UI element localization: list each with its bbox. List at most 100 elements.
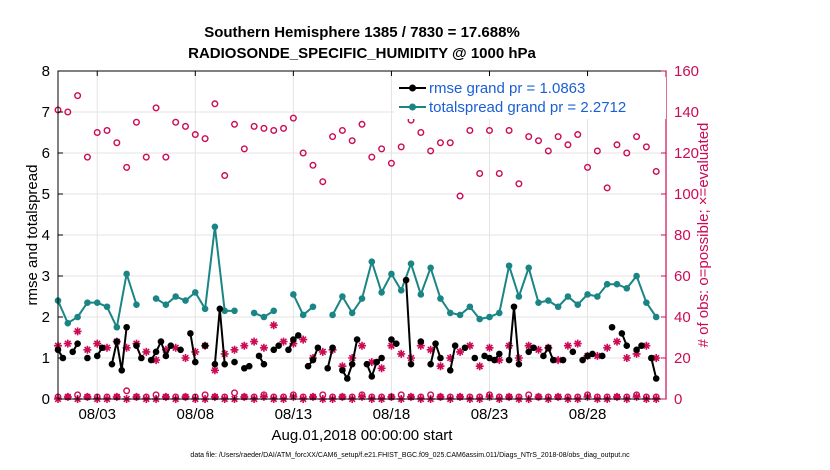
- possible-obs-point: [466, 126, 474, 134]
- rmse-point: [167, 342, 175, 350]
- possible-obs-point: [387, 159, 395, 167]
- evaluated-obs-point: [240, 341, 249, 350]
- rmse-point: [275, 342, 282, 350]
- possible-obs-point: [505, 126, 513, 134]
- totalspread-point: [231, 307, 238, 315]
- rmse-point: [598, 352, 606, 360]
- possible-obs-point: [211, 100, 219, 108]
- rmse-point: [304, 362, 312, 370]
- totalspread-point: [515, 293, 523, 300]
- rmse-point: [540, 352, 547, 360]
- possible-obs-point: [554, 133, 562, 141]
- possible-obs-point: [515, 180, 523, 188]
- totalspread-point: [633, 272, 640, 280]
- possible-obs-point: [593, 147, 601, 155]
- totalspread-point: [64, 319, 72, 327]
- rmse-point: [647, 354, 655, 362]
- rmse-point: [314, 344, 322, 352]
- possible-obs-point: [564, 141, 572, 149]
- possible-obs-point: [93, 128, 101, 136]
- rmse-point: [471, 354, 479, 362]
- evaluated-obs-point: [181, 354, 190, 362]
- evaluated-baseline-point: [436, 392, 445, 401]
- x-tick-label: 08/03: [78, 406, 116, 423]
- evaluated-obs-point: [622, 354, 631, 362]
- rmse-point: [329, 344, 336, 352]
- evaluated-obs-point: [83, 345, 92, 354]
- totalspread-point: [407, 260, 415, 268]
- rmse-line: [341, 339, 359, 381]
- rmse-point: [491, 356, 498, 364]
- possible-obs-point: [123, 163, 131, 171]
- y-axis-label: rmse and totalspread: [24, 165, 41, 306]
- totalspread-point: [260, 313, 268, 321]
- evaluated-obs-point: [613, 337, 621, 346]
- rmse-point: [353, 336, 361, 343]
- rmse-line: [650, 357, 658, 379]
- evaluated-obs-point: [505, 341, 514, 350]
- rmse-point: [290, 336, 297, 343]
- possible-obs-point: [613, 141, 621, 149]
- totalspread-point: [250, 309, 258, 317]
- totalspread-point: [329, 311, 336, 319]
- rmse-point: [260, 360, 268, 368]
- evaluated-baseline-point: [554, 392, 563, 401]
- possible-obs-point: [544, 147, 552, 155]
- totalspread-point: [613, 280, 621, 288]
- totalspread-point: [299, 311, 307, 319]
- possible-obs-point: [221, 172, 229, 180]
- possible-obs-point: [368, 153, 376, 161]
- possible-obs-point: [358, 120, 366, 128]
- possible-obs-point: [231, 120, 239, 128]
- possible-obs-point: [103, 126, 111, 134]
- rmse-point: [569, 348, 577, 356]
- y-tick-label-right: 120: [674, 145, 699, 162]
- chart-subtitle: RADIOSONDE_SPECIFIC_HUMIDITY @ 1000 hPa: [188, 45, 536, 62]
- possible-obs-point: [456, 192, 464, 200]
- rmse-point: [221, 360, 229, 368]
- evaluated-obs-point: [367, 358, 376, 367]
- possible-obs-point: [64, 108, 72, 116]
- totalspread-point: [476, 315, 483, 323]
- evaluated-baseline-point: [161, 392, 170, 401]
- rmse-point: [618, 330, 626, 337]
- y-tick-label-right: 140: [674, 104, 699, 121]
- evaluated-baseline-point: [338, 392, 347, 401]
- evaluated-obs-point: [563, 341, 572, 350]
- rmse-point: [84, 354, 91, 362]
- possible-obs-point: [172, 118, 180, 126]
- rmse-point: [69, 348, 77, 356]
- rmse-line: [405, 280, 412, 365]
- evaluated-obs-point: [426, 345, 435, 354]
- rmse-point: [348, 360, 356, 368]
- rmse-point: [638, 342, 645, 350]
- rmse-point: [432, 340, 439, 347]
- rmse-point: [525, 348, 533, 356]
- rmse-point: [113, 338, 121, 345]
- rmse-point: [343, 375, 351, 382]
- evaluated-obs-point: [259, 343, 268, 352]
- data-file-footnote: data file: /Users/raeder/DAI/ATM_forcXX/…: [190, 452, 630, 459]
- rmse-point: [123, 323, 130, 331]
- totalspread-point: [505, 262, 513, 270]
- x-tick-label: 08/13: [275, 406, 313, 423]
- evaluated-obs-point: [250, 337, 259, 346]
- totalspread-point: [603, 280, 611, 288]
- rmse-point: [652, 375, 660, 382]
- evaluated-obs-point: [524, 341, 533, 350]
- evaluated-obs-point: [299, 335, 308, 344]
- evaluated-obs-point: [93, 339, 102, 348]
- totalspread-point: [397, 287, 405, 294]
- totalspread-point: [623, 285, 631, 292]
- y-tick-label-right: 40: [674, 309, 691, 326]
- rmse-point: [378, 354, 385, 362]
- evaluated-obs-point: [446, 354, 455, 362]
- possible-obs-point: [417, 128, 425, 136]
- totalspread-point: [594, 293, 601, 300]
- possible-obs-point: [495, 169, 503, 177]
- rmse-point: [339, 367, 346, 374]
- possible-obs-point: [485, 126, 493, 134]
- evaluated-baseline-point: [632, 392, 641, 401]
- evaluated-obs-point: [593, 351, 602, 360]
- totalspread-point: [133, 301, 140, 309]
